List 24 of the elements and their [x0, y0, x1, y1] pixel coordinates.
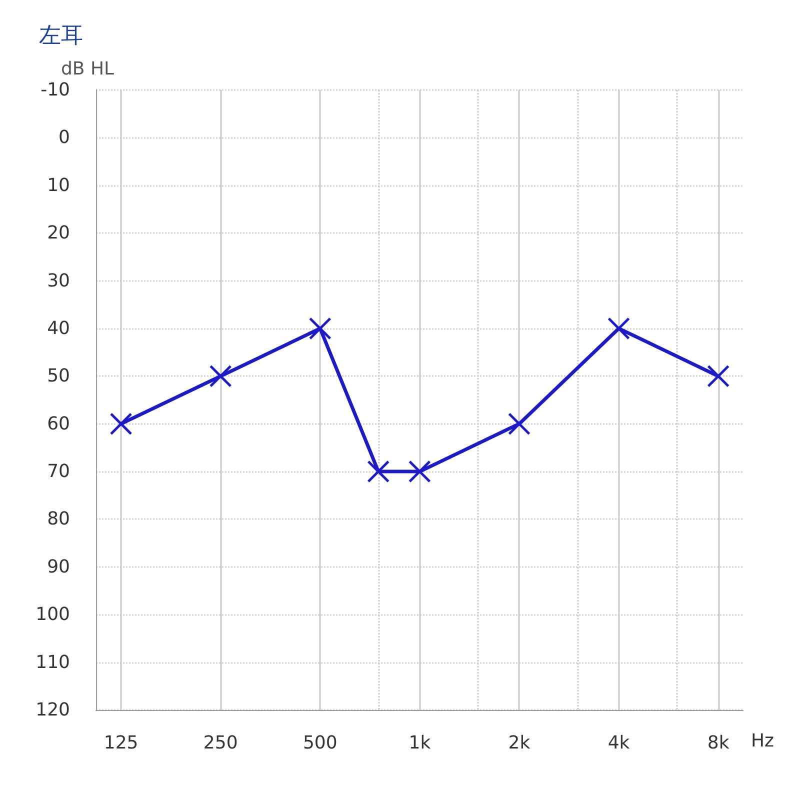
y-tick-label: 0	[58, 127, 70, 148]
y-tick-label: 20	[47, 222, 70, 244]
y-tick-label: 120	[36, 700, 70, 720]
x-tick-label: 4k	[608, 732, 630, 754]
x-tick-label: 125	[104, 732, 138, 754]
y-tick-label: 70	[47, 461, 70, 482]
y-tick-label: 40	[47, 318, 70, 339]
y-tick-label: 80	[47, 508, 70, 530]
y-tick-label: 50	[47, 366, 70, 387]
y-tick-label: 30	[47, 270, 70, 292]
y-axis-title: dB HL	[61, 58, 114, 80]
y-tick-label: 110	[36, 652, 70, 673]
x-tick-label: 2k	[508, 732, 531, 754]
x-tick-label: 250	[203, 732, 238, 754]
y-tick-label: 10	[47, 174, 70, 196]
x-tick-label: 1k	[408, 732, 432, 754]
x-tick-label: 8k	[707, 732, 730, 754]
y-tick-label: -10	[40, 80, 70, 100]
y-tick-label: 100	[36, 604, 70, 626]
y-tick-label: 60	[47, 413, 70, 434]
y-tick-label: 90	[47, 556, 70, 578]
x-axis-title: Hz	[751, 730, 774, 752]
x-tick-label: 500	[302, 732, 338, 754]
chart-title: 左耳	[39, 24, 83, 48]
